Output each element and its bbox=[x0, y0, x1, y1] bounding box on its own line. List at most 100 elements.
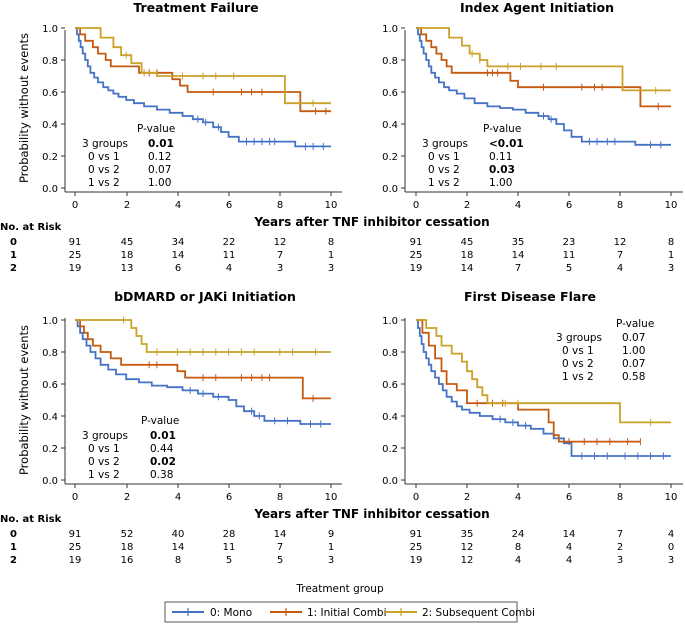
y-tick-marks bbox=[61, 27, 65, 189]
risk-count: 24 bbox=[512, 529, 525, 540]
km-curve bbox=[75, 27, 331, 148]
risk-table-panel-1: 91 45 35 23 12 8 25 18 14 11 7 1 19 14 7… bbox=[410, 237, 675, 274]
survival-curves bbox=[75, 316, 331, 428]
legend-box bbox=[164, 601, 518, 623]
pvalue-box: P-value 3 groups 0.07 0 vs 1 1.00 0 vs 2… bbox=[556, 318, 654, 383]
risk-count: 35 bbox=[512, 237, 525, 248]
km-curve bbox=[75, 319, 331, 353]
legend-label: 0: Mono bbox=[210, 607, 252, 619]
legend-label: 2: Subsequent Combi bbox=[422, 607, 535, 619]
pvalue-value: 0.12 bbox=[148, 151, 171, 163]
risk-count: 14 bbox=[172, 250, 185, 261]
risk-header: No. at Risk bbox=[0, 514, 62, 525]
risk-header: No. at Risk bbox=[0, 222, 62, 233]
risk-count: 7 bbox=[277, 542, 283, 553]
risk-count: 5 bbox=[566, 263, 572, 274]
x-axis: 0 2 4 6 8 10 bbox=[65, 483, 342, 503]
risk-count: 91 bbox=[69, 237, 82, 248]
pvalue-box: P-value 3 groups 0.01 0 vs 1 0.12 0 vs 2… bbox=[82, 123, 175, 189]
panel-first-disease-flare: First Disease Flare 0.0 0.2 0.4 0.6 0.8 … bbox=[382, 289, 683, 503]
risk-count: 5 bbox=[277, 555, 283, 566]
pvalue-box: P-value 3 groups <0.01 0 vs 1 0.11 0 vs … bbox=[422, 123, 524, 189]
x-tick-label: 6 bbox=[226, 200, 232, 211]
x-tick-label: 8 bbox=[277, 492, 283, 503]
risk-count: 8 bbox=[668, 237, 674, 248]
pvalue-value: 0.07 bbox=[148, 164, 171, 176]
risk-count: 34 bbox=[172, 237, 185, 248]
pvalue-label: 3 groups bbox=[82, 138, 128, 150]
pvalue-box: P-value 3 groups 0.01 0 vs 1 0.44 0 vs 2… bbox=[82, 415, 179, 481]
x-axis-title: Years after TNF inhibitor cessation bbox=[253, 507, 489, 521]
pvalue-label: 0 vs 1 bbox=[88, 151, 120, 163]
risk-count: 25 bbox=[410, 250, 423, 261]
y-tick-label: 0.2 bbox=[382, 444, 398, 455]
x-tick-label: 4 bbox=[515, 492, 521, 503]
km-curve bbox=[416, 319, 641, 443]
x-tick-label: 6 bbox=[566, 492, 572, 503]
x-axis: 0 2 4 6 8 10 bbox=[405, 191, 683, 211]
chart-title: First Disease Flare bbox=[464, 289, 596, 304]
y-tick-label: 0.6 bbox=[42, 380, 58, 391]
risk-count: 13 bbox=[121, 263, 134, 274]
risk-count: 8 bbox=[515, 542, 521, 553]
pvalue-value: <0.01 bbox=[489, 138, 524, 150]
x-axis: 0 2 4 6 8 10 bbox=[405, 483, 683, 503]
risk-count: 12 bbox=[274, 237, 287, 248]
pvalue-header: P-value bbox=[483, 123, 521, 135]
y-tick-label: 0.8 bbox=[42, 348, 58, 359]
pvalue-value: 1.00 bbox=[148, 177, 171, 189]
risk-count: 3 bbox=[668, 263, 674, 274]
risk-count: 4 bbox=[668, 529, 674, 540]
risk-count: 4 bbox=[617, 263, 623, 274]
risk-count: 14 bbox=[512, 250, 525, 261]
risk-group-label: 2 bbox=[10, 555, 17, 566]
y-tick-marks bbox=[401, 27, 405, 189]
risk-count: 16 bbox=[121, 555, 134, 566]
x-tick-label: 0 bbox=[72, 200, 78, 211]
risk-count: 45 bbox=[121, 237, 134, 248]
risk-count: 9 bbox=[328, 529, 334, 540]
km-curve bbox=[416, 319, 671, 424]
survival-curves bbox=[416, 319, 671, 460]
pvalue-label: 1 vs 2 bbox=[428, 177, 460, 189]
y-tick-label: 1.0 bbox=[382, 24, 398, 35]
risk-count: 28 bbox=[223, 529, 236, 540]
risk-count: 19 bbox=[69, 263, 82, 274]
risk-group-label: 1 bbox=[10, 250, 17, 261]
x-tick-label: 4 bbox=[175, 492, 181, 503]
km-curve bbox=[75, 27, 331, 105]
y-tick-label: 0.4 bbox=[382, 120, 398, 131]
y-tick-label: 0.6 bbox=[382, 380, 398, 391]
risk-count: 14 bbox=[274, 529, 287, 540]
pvalue-label: 0 vs 1 bbox=[88, 443, 120, 455]
risk-group-label: 1 bbox=[10, 542, 17, 553]
y-tick-label: 0.2 bbox=[42, 152, 58, 163]
y-axis: 0.0 0.2 0.4 0.6 0.8 1.0 bbox=[42, 316, 66, 487]
y-tick-label: 0.2 bbox=[382, 152, 398, 163]
y-axis-label: Probability without events bbox=[17, 33, 31, 183]
risk-count: 1 bbox=[328, 250, 334, 261]
risk-count: 25 bbox=[69, 250, 82, 261]
risk-count: 91 bbox=[410, 529, 423, 540]
y-tick-label: 0.0 bbox=[382, 476, 398, 487]
risk-count: 5 bbox=[226, 555, 232, 566]
legend-label: 1: Initial Combi bbox=[307, 607, 387, 619]
risk-count: 35 bbox=[461, 529, 474, 540]
x-tick-label: 8 bbox=[617, 200, 623, 211]
risk-count: 3 bbox=[277, 263, 283, 274]
risk-table-panel-0: 91 45 34 22 12 8 25 18 14 11 7 1 19 13 6… bbox=[69, 237, 335, 274]
y-tick-label: 0.4 bbox=[382, 412, 398, 423]
risk-table-bottom: No. at Risk 0 1 2 91 52 40 28 14 9 25 18… bbox=[0, 514, 674, 566]
risk-count: 7 bbox=[617, 250, 623, 261]
pvalue-value: 0.38 bbox=[150, 469, 173, 481]
risk-table-top: No. at Risk 0 1 2 91 45 34 22 12 8 25 18… bbox=[0, 222, 674, 274]
pvalue-value: 0.01 bbox=[148, 138, 174, 150]
risk-group-label: 0 bbox=[10, 529, 17, 540]
x-tick-label: 0 bbox=[72, 492, 78, 503]
pvalue-label: 3 groups bbox=[422, 138, 468, 150]
risk-table-panel-2: 91 52 40 28 14 9 25 18 14 11 7 1 19 16 8… bbox=[69, 529, 335, 566]
risk-count: 18 bbox=[121, 542, 134, 553]
survival-curves bbox=[75, 27, 331, 150]
x-tick-label: 0 bbox=[413, 200, 419, 211]
y-tick-label: 0.8 bbox=[382, 56, 398, 67]
